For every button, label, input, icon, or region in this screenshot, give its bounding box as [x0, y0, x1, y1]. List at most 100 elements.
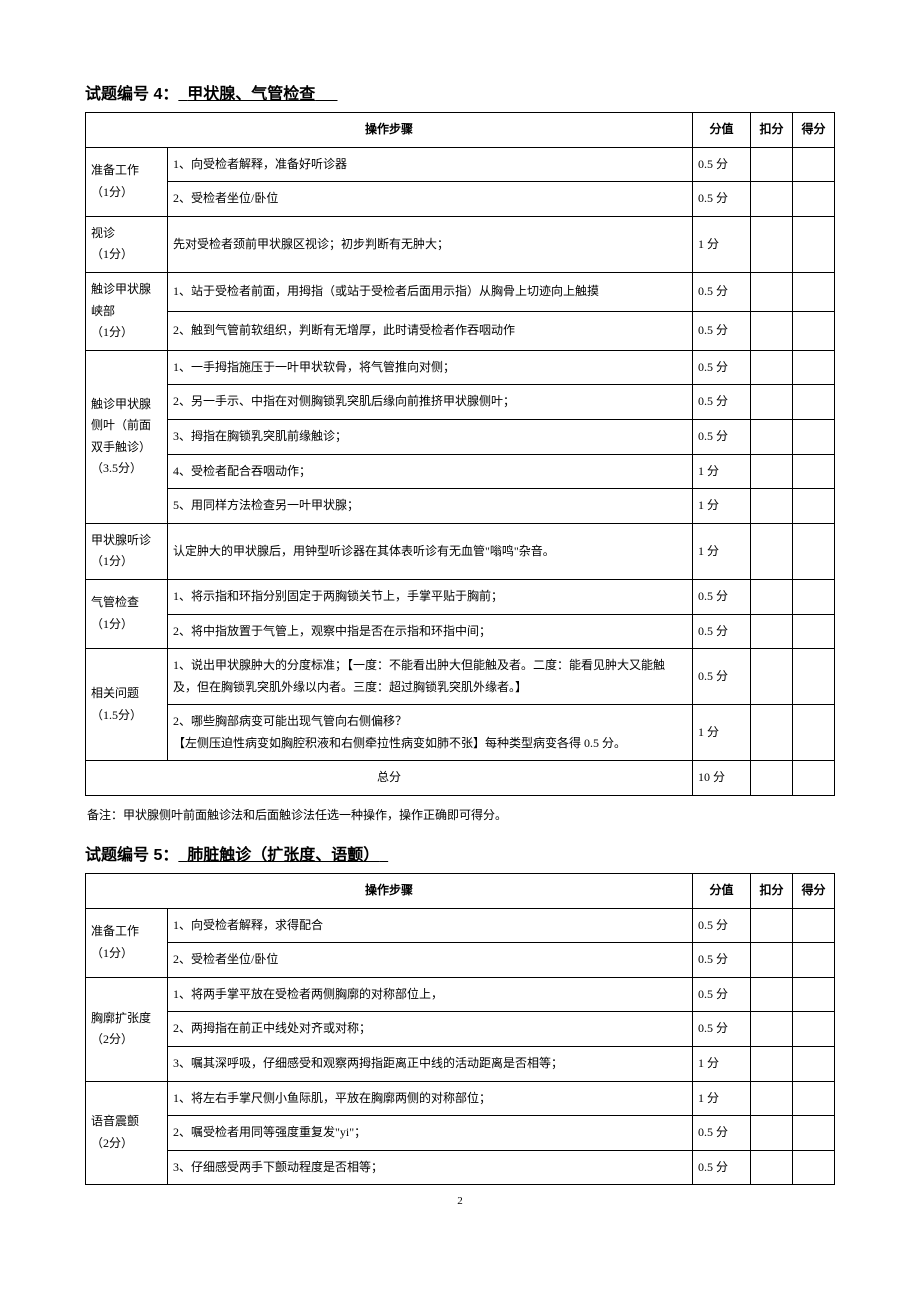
- get-cell: [793, 489, 835, 524]
- get-cell: [793, 761, 835, 796]
- header-steps: 操作步骤: [86, 113, 693, 148]
- question5-title: 试题编号 5： 肺脏触诊（扩张度、语颤）: [85, 841, 835, 865]
- get-cell: [793, 614, 835, 649]
- score-cell: 0.5 分: [693, 614, 751, 649]
- score-cell: 0.5 分: [693, 311, 751, 350]
- deduct-cell: [751, 1047, 793, 1082]
- deduct-cell: [751, 489, 793, 524]
- table-row: 2、触到气管前软组织，判断有无增厚，此时请受检者作吞咽动作 0.5 分: [86, 311, 835, 350]
- score-cell: 0.5 分: [693, 943, 751, 978]
- deduct-cell: [751, 908, 793, 943]
- section-label: 视诊（1分）: [86, 216, 168, 272]
- step-cell: 2、哪些胸部病变可能出现气管向右侧偏移？【左侧压迫性病变如胸腔积液和右侧牵拉性病…: [168, 705, 693, 761]
- get-cell: [793, 977, 835, 1012]
- table-row: 3、仔细感受两手下颤动程度是否相等； 0.5 分: [86, 1150, 835, 1185]
- header-deduct: 扣分: [751, 874, 793, 909]
- step-cell: 1、一手拇指施压于一叶甲状软骨，将气管推向对侧；: [168, 350, 693, 385]
- table-row: 5、用同样方法检查另一叶甲状腺； 1 分: [86, 489, 835, 524]
- deduct-cell: [751, 272, 793, 311]
- section-label: 准备工作（1分）: [86, 908, 168, 977]
- q5-title-main: 肺脏触诊（扩张度、语颤）: [178, 847, 388, 864]
- get-cell: [793, 147, 835, 182]
- table-row: 语音震颤（2分） 1、将左右手掌尺侧小鱼际肌，平放在胸廓两侧的对称部位； 1 分: [86, 1081, 835, 1116]
- deduct-cell: [751, 705, 793, 761]
- deduct-cell: [751, 1150, 793, 1185]
- step-cell: 认定肿大的甲状腺后，用钟型听诊器在其体表听诊有无血管"嗡鸣"杂音。: [168, 523, 693, 579]
- section-label: 相关问题（1.5分）: [86, 649, 168, 761]
- score-cell: 0.5 分: [693, 147, 751, 182]
- get-cell: [793, 350, 835, 385]
- step-cell: 3、仔细感受两手下颤动程度是否相等；: [168, 1150, 693, 1185]
- score-cell: 1 分: [693, 1047, 751, 1082]
- table-header-row: 操作步骤 分值 扣分 得分: [86, 874, 835, 909]
- section-label: 触诊甲状腺侧叶（前面双手触诊）（3.5分）: [86, 350, 168, 523]
- step-cell: 2、受检者坐位/卧位: [168, 182, 693, 217]
- table-row: 准备工作（1分） 1、向受检者解释，求得配合 0.5 分: [86, 908, 835, 943]
- deduct-cell: [751, 614, 793, 649]
- step-cell: 2、嘱受检者用同等强度重复发"yi"；: [168, 1116, 693, 1151]
- table-row: 视诊（1分） 先对受检者颈前甲状腺区视诊；初步判断有无肿大； 1 分: [86, 216, 835, 272]
- score-cell: 0.5 分: [693, 1012, 751, 1047]
- step-cell: 2、受检者坐位/卧位: [168, 943, 693, 978]
- get-cell: [793, 1116, 835, 1151]
- table-row: 2、将中指放置于气管上，观察中指是否在示指和环指中间； 0.5 分: [86, 614, 835, 649]
- score-cell: 1 分: [693, 454, 751, 489]
- header-steps: 操作步骤: [86, 874, 693, 909]
- step-cell: 先对受检者颈前甲状腺区视诊；初步判断有无肿大；: [168, 216, 693, 272]
- table-row: 3、嘱其深呼吸，仔细感受和观察两拇指距离正中线的活动距离是否相等； 1 分: [86, 1047, 835, 1082]
- question4-table: 操作步骤 分值 扣分 得分 准备工作（1分） 1、向受检者解释，准备好听诊器 0…: [85, 112, 835, 796]
- get-cell: [793, 1150, 835, 1185]
- deduct-cell: [751, 761, 793, 796]
- deduct-cell: [751, 216, 793, 272]
- deduct-cell: [751, 350, 793, 385]
- deduct-cell: [751, 182, 793, 217]
- step-cell: 1、将左右手掌尺侧小鱼际肌，平放在胸廓两侧的对称部位；: [168, 1081, 693, 1116]
- total-label: 总分: [86, 761, 693, 796]
- score-cell: 0.5 分: [693, 908, 751, 943]
- deduct-cell: [751, 311, 793, 350]
- step-cell: 2、将中指放置于气管上，观察中指是否在示指和环指中间；: [168, 614, 693, 649]
- table-row: 2、哪些胸部病变可能出现气管向右侧偏移？【左侧压迫性病变如胸腔积液和右侧牵拉性病…: [86, 705, 835, 761]
- get-cell: [793, 523, 835, 579]
- score-cell: 1 分: [693, 1081, 751, 1116]
- header-deduct: 扣分: [751, 113, 793, 148]
- question4-title: 试题编号 4： 甲状腺、气管检查: [85, 80, 835, 104]
- table-row: 甲状腺听诊（1分） 认定肿大的甲状腺后，用钟型听诊器在其体表听诊有无血管"嗡鸣"…: [86, 523, 835, 579]
- score-cell: 0.5 分: [693, 649, 751, 705]
- total-score: 10 分: [693, 761, 751, 796]
- table-row: 4、受检者配合吞咽动作； 1 分: [86, 454, 835, 489]
- header-score: 分值: [693, 874, 751, 909]
- table-row: 触诊甲状腺峡部（1分） 1、站于受检者前面，用拇指（或站于受检者后面用示指）从胸…: [86, 272, 835, 311]
- deduct-cell: [751, 419, 793, 454]
- deduct-cell: [751, 649, 793, 705]
- score-cell: 0.5 分: [693, 419, 751, 454]
- q4-title-main: 甲状腺、气管检查: [178, 86, 337, 103]
- step-cell: 1、向受检者解释，求得配合: [168, 908, 693, 943]
- get-cell: [793, 272, 835, 311]
- get-cell: [793, 943, 835, 978]
- page-number: 2: [85, 1195, 835, 1207]
- section-label: 语音震颤（2分）: [86, 1081, 168, 1185]
- score-cell: 0.5 分: [693, 1116, 751, 1151]
- step-cell: 2、触到气管前软组织，判断有无增厚，此时请受检者作吞咽动作: [168, 311, 693, 350]
- score-cell: 1 分: [693, 489, 751, 524]
- get-cell: [793, 454, 835, 489]
- section-label: 气管检查（1分）: [86, 579, 168, 648]
- step-cell: 1、说出甲状腺肿大的分度标准；【一度：不能看出肿大但能触及者。二度：能看见肿大又…: [168, 649, 693, 705]
- score-cell: 0.5 分: [693, 977, 751, 1012]
- get-cell: [793, 908, 835, 943]
- question5-table: 操作步骤 分值 扣分 得分 准备工作（1分） 1、向受检者解释，求得配合 0.5…: [85, 873, 835, 1185]
- get-cell: [793, 705, 835, 761]
- score-cell: 0.5 分: [693, 385, 751, 420]
- get-cell: [793, 649, 835, 705]
- score-cell: 0.5 分: [693, 1150, 751, 1185]
- table-row: 2、两拇指在前正中线处对齐或对称； 0.5 分: [86, 1012, 835, 1047]
- table-row: 2、另一手示、中指在对侧胸锁乳突肌后缘向前推挤甲状腺侧叶； 0.5 分: [86, 385, 835, 420]
- get-cell: [793, 579, 835, 614]
- q5-title-prefix: 试题编号 5：: [85, 847, 178, 864]
- table-row: 2、受检者坐位/卧位 0.5 分: [86, 182, 835, 217]
- step-cell: 4、受检者配合吞咽动作；: [168, 454, 693, 489]
- header-score: 分值: [693, 113, 751, 148]
- step-cell: 3、嘱其深呼吸，仔细感受和观察两拇指距离正中线的活动距离是否相等；: [168, 1047, 693, 1082]
- deduct-cell: [751, 977, 793, 1012]
